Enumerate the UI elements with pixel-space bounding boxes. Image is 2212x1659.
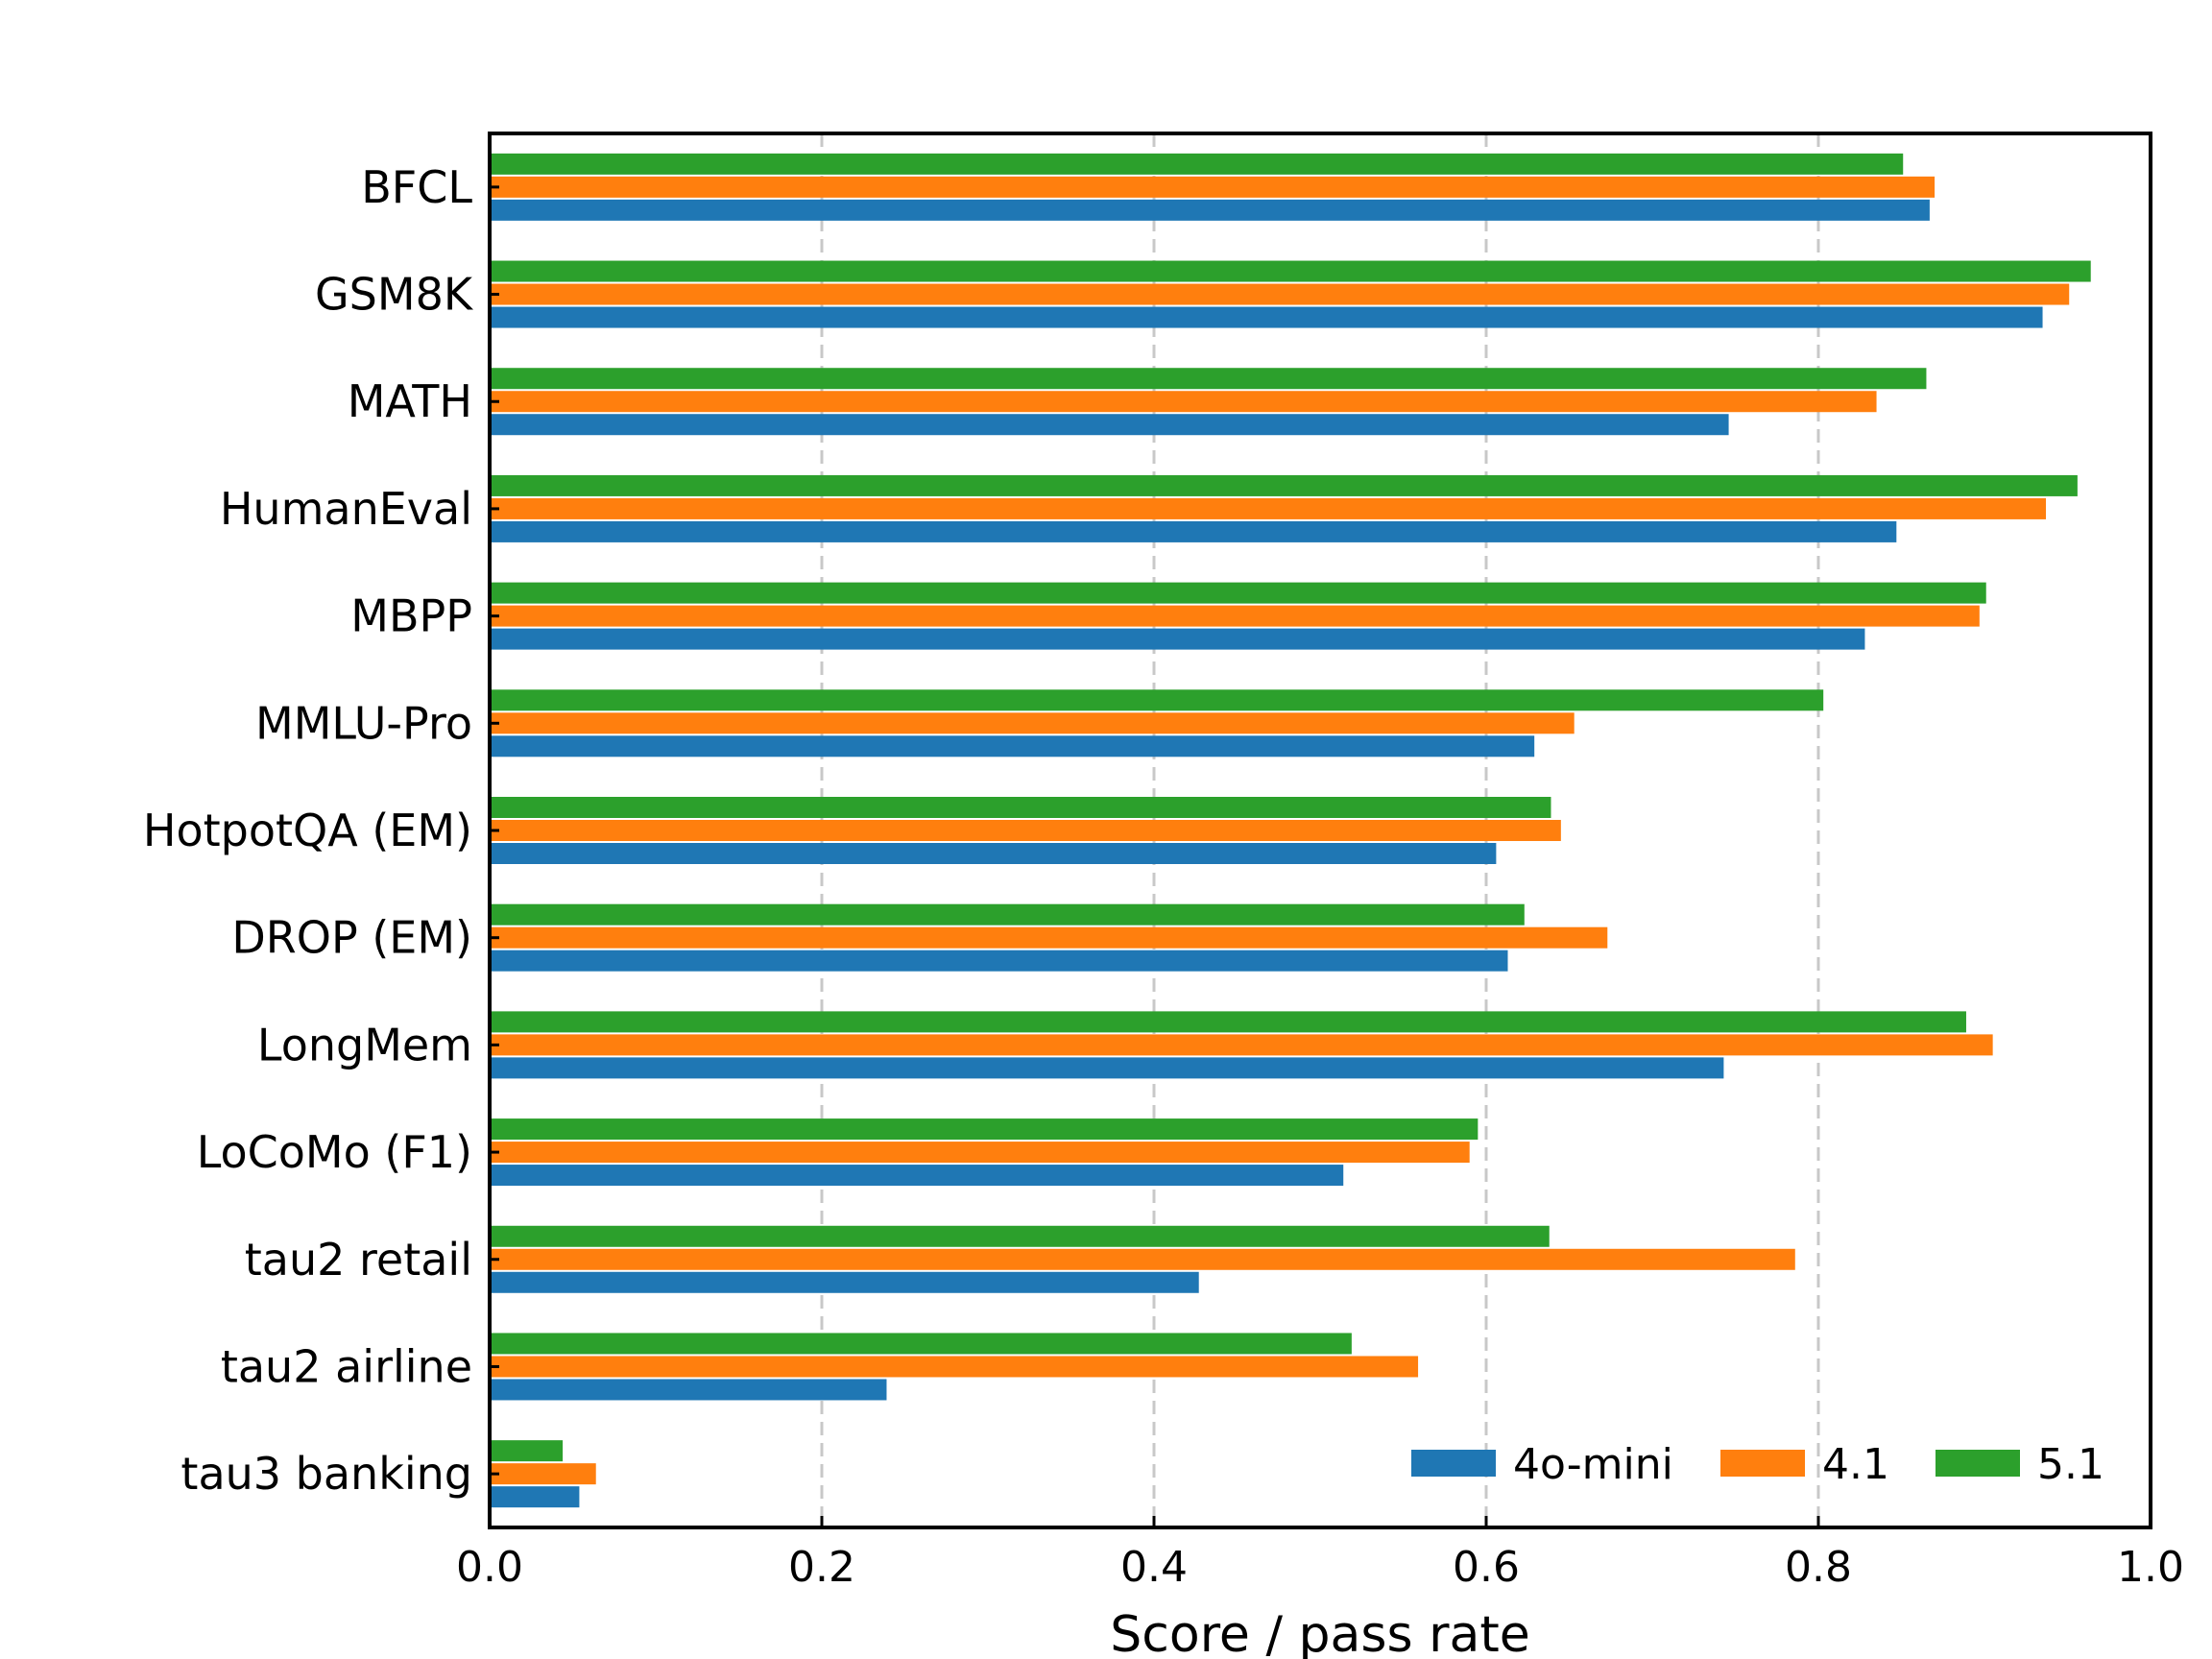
bar-5-1 <box>490 903 1525 926</box>
x-tick-label: 0.0 <box>456 1543 523 1592</box>
bar-5-1 <box>490 368 1927 390</box>
bar-5-1 <box>490 1118 1479 1141</box>
bar-5-1 <box>490 1011 1966 1033</box>
bar-4o-mini <box>490 199 1930 221</box>
bar-4o-mini <box>490 950 1508 972</box>
bar-4-1 <box>490 820 1561 841</box>
category-label: LongMem <box>257 1019 472 1070</box>
category-label: BFCL <box>361 161 472 213</box>
x-axis-label: Score / pass rate <box>1110 1606 1529 1659</box>
category-label: LoCoMo (F1) <box>197 1126 472 1178</box>
bar-4-1 <box>490 1142 1470 1164</box>
bar-4o-mini <box>490 628 1865 650</box>
y-axis-categories: BFCL GSM8K MATH HumanEval MBPP MMLU-Pro Hotpot… <box>143 161 499 1500</box>
bar-5-1 <box>490 153 1904 175</box>
bar-4o-mini <box>490 1165 1344 1187</box>
legend: 4o-mini 4.1 5.1 <box>1411 1440 2104 1489</box>
bar-4o-mini <box>490 306 2043 328</box>
bar-4-1 <box>490 1356 1419 1378</box>
category-label: HumanEval <box>220 483 472 535</box>
bar-4o-mini <box>490 520 1897 542</box>
x-tick-label: 0.8 <box>1785 1543 1852 1592</box>
bars <box>490 153 2091 1508</box>
bar-5-1 <box>490 1440 564 1462</box>
bar-4-1 <box>490 176 1936 198</box>
bar-4-1 <box>490 1034 1993 1056</box>
x-tick-label: 0.6 <box>1453 1543 1520 1592</box>
bar-4o-mini <box>490 735 1535 757</box>
bar-5-1 <box>490 474 2078 496</box>
x-tick-label: 0.4 <box>1120 1543 1188 1592</box>
category-label: tau3 banking <box>180 1448 472 1500</box>
category-label: MBPP <box>350 590 472 642</box>
legend-label: 4o-mini <box>1513 1440 1673 1489</box>
x-axis-ticks: 0.0 0.2 0.4 0.6 0.8 1.0 <box>456 1516 2184 1592</box>
bar-4o-mini <box>490 843 1497 864</box>
bar-5-1 <box>490 689 1824 711</box>
category-label: DROP (EM) <box>231 912 472 964</box>
category-label: MMLU-Pro <box>255 697 472 749</box>
bar-4-1 <box>490 1248 1795 1270</box>
bar-4-1 <box>490 497 2047 519</box>
bar-5-1 <box>490 582 1986 604</box>
bar-4-1 <box>490 926 1608 949</box>
category-label: tau2 airline <box>221 1340 472 1392</box>
legend-label: 4.1 <box>1822 1440 1889 1489</box>
bar-4o-mini <box>490 414 1729 436</box>
bar-4-1 <box>490 391 1877 413</box>
category-label: HotpotQA (EM) <box>143 805 472 856</box>
bar-4-1 <box>490 283 2070 305</box>
bar-4o-mini <box>490 1379 887 1401</box>
x-tick-label: 1.0 <box>2117 1543 2184 1592</box>
bar-4-1 <box>490 1463 596 1485</box>
legend-swatch <box>1720 1450 1805 1477</box>
bar-5-1 <box>490 260 2091 282</box>
category-label: MATH <box>348 375 472 427</box>
x-tick-label: 0.2 <box>788 1543 855 1592</box>
category-label: tau2 retail <box>245 1234 472 1286</box>
bar-5-1 <box>490 797 1551 818</box>
category-label: GSM8K <box>315 269 474 321</box>
bar-4o-mini <box>490 1486 580 1508</box>
bar-5-1 <box>490 1333 1352 1355</box>
legend-label: 5.1 <box>2037 1440 2104 1489</box>
bar-5-1 <box>490 1225 1550 1247</box>
legend-swatch <box>1411 1450 1496 1477</box>
bar-4-1 <box>490 605 1980 627</box>
bar-4-1 <box>490 712 1575 734</box>
legend-swatch <box>1936 1450 2020 1477</box>
bar-4o-mini <box>490 1271 1199 1293</box>
bar-4o-mini <box>490 1057 1724 1079</box>
